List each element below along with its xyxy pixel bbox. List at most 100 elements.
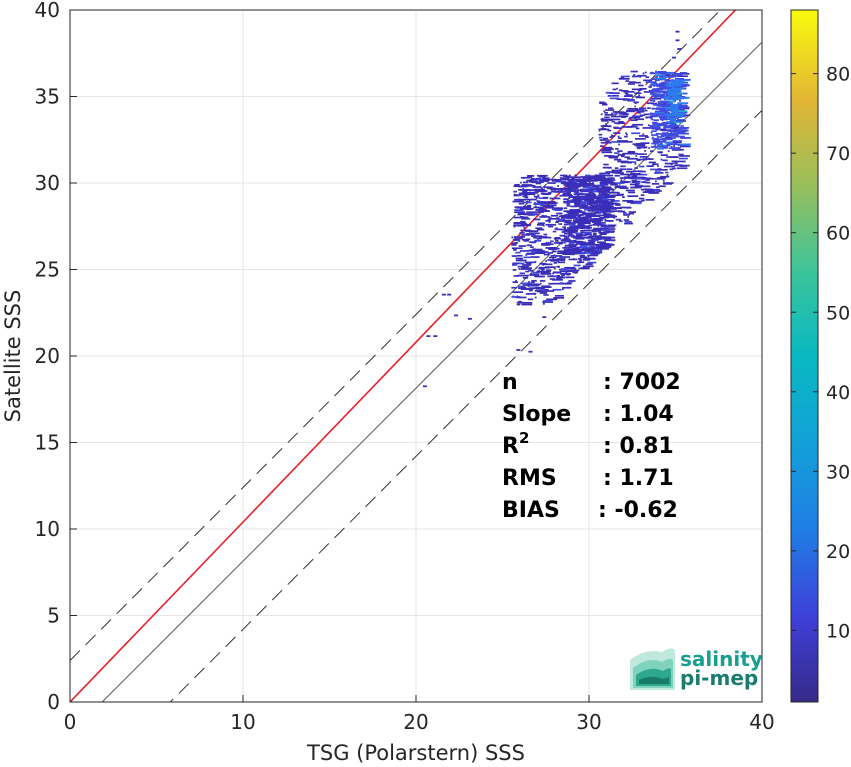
density-cell	[586, 227, 591, 230]
density-cell	[536, 208, 547, 211]
density-cell	[584, 225, 591, 228]
density-cell	[514, 206, 522, 208]
salinity-pi-mep-logo: salinity pi-mep	[630, 647, 763, 690]
density-cell	[677, 48, 682, 50]
density-cell	[642, 72, 645, 75]
density-cell	[530, 274, 539, 276]
density-cell	[677, 84, 681, 87]
density-cell	[599, 216, 607, 219]
density-cell	[666, 144, 671, 147]
density-cell	[601, 209, 611, 211]
density-cell	[514, 184, 520, 186]
density-cell	[528, 229, 531, 232]
density-cell	[611, 82, 619, 85]
density-cell	[520, 268, 532, 270]
density-cell	[563, 207, 568, 210]
density-cell	[609, 92, 620, 94]
density-cell	[518, 240, 521, 242]
density-cell	[539, 262, 547, 265]
density-cell	[656, 94, 664, 96]
density-cell	[572, 224, 574, 227]
density-cell	[599, 224, 604, 226]
density-cell	[543, 233, 548, 236]
stat-label: R	[502, 434, 519, 459]
density-cell	[592, 224, 604, 226]
density-cell	[648, 90, 651, 92]
density-cell	[559, 187, 567, 190]
density-cell	[665, 72, 675, 74]
density-cell	[590, 235, 596, 238]
density-cell	[589, 218, 601, 221]
density-cell	[527, 288, 534, 290]
density-cell	[521, 184, 533, 186]
density-cell	[603, 148, 614, 150]
density-cell	[677, 119, 686, 121]
density-cell	[533, 203, 545, 206]
density-cell	[565, 271, 568, 274]
density-cell	[673, 136, 676, 139]
density-cell	[599, 102, 607, 105]
density-cell	[598, 192, 601, 195]
density-cell	[549, 197, 561, 200]
density-cell	[527, 204, 531, 207]
density-cell	[620, 155, 625, 158]
density-cell	[588, 184, 596, 187]
density-cell	[667, 117, 669, 119]
density-cell	[601, 192, 604, 194]
density-cell	[528, 269, 534, 272]
density-cell	[659, 108, 669, 111]
density-cell	[655, 141, 660, 143]
density-cell	[548, 201, 556, 203]
density-cell	[562, 226, 567, 228]
density-cell	[575, 228, 580, 230]
density-cell	[667, 91, 673, 94]
density-cell	[664, 162, 674, 165]
colorbar-gradient	[790, 9, 819, 703]
density-cell	[599, 139, 607, 141]
density-cell	[678, 107, 690, 110]
density-cell	[617, 150, 623, 152]
density-cell	[654, 138, 658, 141]
density-cell	[597, 225, 600, 227]
density-cell	[674, 116, 678, 119]
density-cell	[594, 247, 602, 250]
density-cell	[573, 197, 579, 200]
density-cell	[592, 182, 594, 184]
density-cell	[565, 267, 577, 270]
density-cell	[591, 191, 594, 194]
density-cell	[541, 214, 544, 217]
density-cell	[639, 165, 645, 168]
density-cell	[599, 181, 604, 183]
density-cell	[648, 158, 651, 160]
density-cell	[601, 186, 603, 189]
density-cell	[672, 87, 678, 90]
density-cell	[554, 242, 564, 244]
density-cell	[673, 74, 678, 76]
density-cell	[563, 201, 567, 204]
density-cell	[626, 109, 630, 112]
density-cell	[636, 159, 641, 161]
density-cell	[541, 263, 553, 266]
density-cell	[512, 291, 524, 293]
density-cell	[633, 175, 637, 177]
density-cell	[602, 193, 606, 195]
y-tick-label: 15	[35, 431, 60, 455]
density-cell	[651, 82, 657, 85]
density-cell	[671, 109, 679, 111]
density-cell	[601, 202, 605, 205]
density-cell	[655, 180, 657, 183]
density-cell	[524, 185, 536, 187]
density-cell	[564, 221, 568, 223]
density-cell	[653, 93, 659, 96]
density-cell	[520, 220, 526, 223]
density-cell	[552, 190, 563, 193]
density-cell	[514, 241, 519, 244]
colorbar-tick-label: 50	[826, 302, 850, 324]
regression-line	[70, 10, 737, 702]
density-cell	[678, 157, 688, 160]
density-cell	[566, 194, 572, 196]
density-cell	[612, 88, 617, 91]
density-cell	[585, 189, 593, 191]
density-cell	[528, 293, 534, 295]
density-cell	[658, 82, 670, 85]
